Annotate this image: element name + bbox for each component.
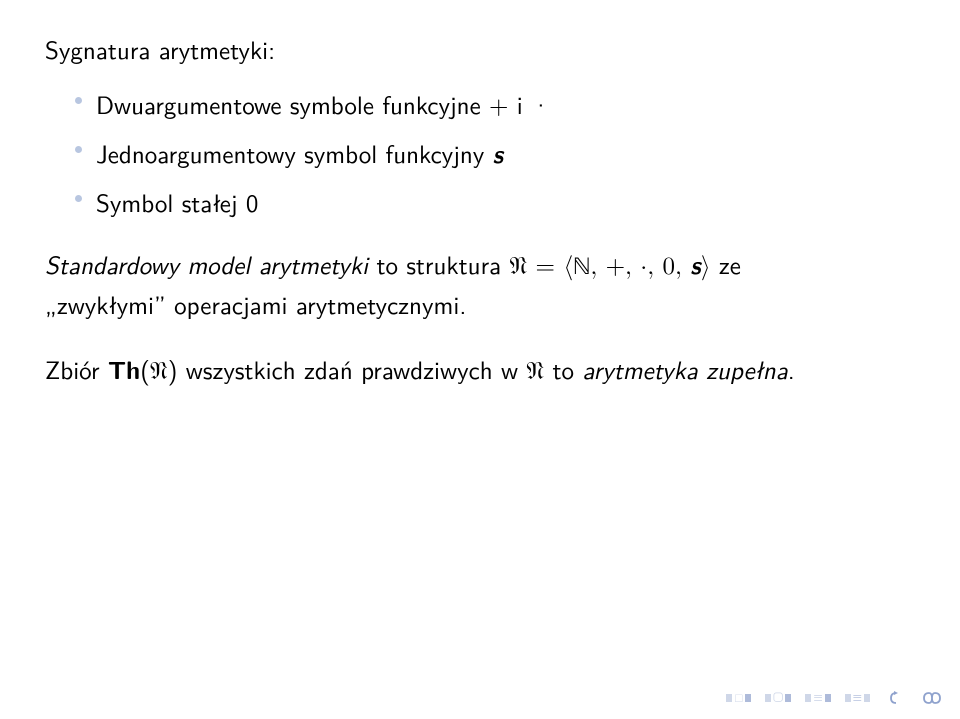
para2-prefix: Zbiór [45, 350, 108, 387]
bullet-text: Jednoargumentowy symbol funkcyjny s [96, 134, 503, 171]
fraktur-N: 𝔑 [150, 360, 168, 386]
para1-mid1: to struktura [368, 245, 509, 282]
quote-open: „ [45, 285, 57, 322]
nav-footer: □ ▢ ≡ ≡ [726, 691, 942, 705]
angle-right: ⟩ [701, 254, 711, 279]
triangle-left-icon [805, 694, 811, 702]
para1-line2-rest: operacjami arytmetycznymi. [166, 285, 467, 322]
nav-prev[interactable]: ≡ [805, 691, 830, 705]
nav-prev-section[interactable]: ▢ [765, 691, 791, 705]
bullet-icon [75, 195, 82, 202]
para1-lead: Standardowy model arytmetyki [45, 245, 368, 282]
para1-after: ze [711, 245, 741, 282]
equals: = [527, 254, 563, 279]
fraktur-N: 𝔑 [526, 360, 544, 386]
angle-left: ⟨ [563, 254, 573, 279]
heading: Sygnatura arytmetyki: [45, 30, 915, 67]
bullet-item: Dwuargumentowe symbole funkcyjne + i · [75, 85, 915, 122]
bar-icon: ≡ [853, 691, 862, 705]
Th-label: Th [108, 352, 140, 387]
paragraph-th-set: Zbiór Th(𝔑) wszystkich zdań prawdziwych … [45, 351, 915, 391]
triangle-right-icon [825, 694, 831, 702]
doc-icon: ▢ [773, 691, 783, 705]
slide: Sygnatura arytmetyki: Dwuargumentowe sym… [0, 0, 960, 719]
square-icon: □ [734, 692, 743, 705]
para1-line2-word: zwykłymi [57, 285, 154, 322]
triangle-right-icon [745, 694, 751, 702]
bullet-list: Dwuargumentowe symbole funkcyjne + i · J… [75, 85, 915, 220]
nav-loop-icon[interactable] [922, 691, 942, 705]
bullet-item: Jednoargumentowy symbol funkcyjny s [75, 134, 915, 171]
paren-open: ( [140, 350, 150, 387]
triangle-left-icon [726, 694, 732, 702]
symbol-s: s [493, 136, 504, 171]
quote-close: ” [154, 285, 166, 322]
para2-after: to [544, 350, 582, 387]
bullet-icon [75, 97, 82, 104]
para2-mid: wszystkich zdań prawdziwych w [177, 350, 526, 387]
triangle-left-icon [845, 694, 851, 702]
symbol-s: s [690, 247, 701, 282]
bullet-text: Symbol stałej 0 [96, 183, 258, 220]
tuple-ops: , +, ·, 0, [590, 254, 690, 279]
bullet-text: Dwuargumentowe symbole funkcyjne + i · [96, 85, 551, 122]
bullet-icon [75, 146, 82, 153]
triangle-right-icon [785, 694, 791, 702]
para2-dot: . [788, 350, 795, 387]
fraktur-N: 𝔑 [509, 255, 527, 281]
bullet-item: Symbol stałej 0 [75, 183, 915, 220]
bullet-text-prefix: Jednoargumentowy symbol funkcyjny [96, 134, 493, 171]
paren-close: ) [168, 350, 178, 387]
nav-next[interactable]: ≡ [845, 691, 870, 705]
nav-first[interactable]: □ [726, 692, 751, 705]
bar-icon: ≡ [813, 691, 822, 705]
triangle-right-icon [864, 694, 870, 702]
nav-back-icon[interactable] [890, 691, 908, 705]
paragraph-standard-model: Standardowy model arytmetyki to struktur… [45, 246, 915, 323]
blackboard-N: ℕ [573, 255, 590, 280]
triangle-left-icon [765, 694, 771, 702]
para2-term: arytmetyka zupełna [582, 350, 787, 387]
